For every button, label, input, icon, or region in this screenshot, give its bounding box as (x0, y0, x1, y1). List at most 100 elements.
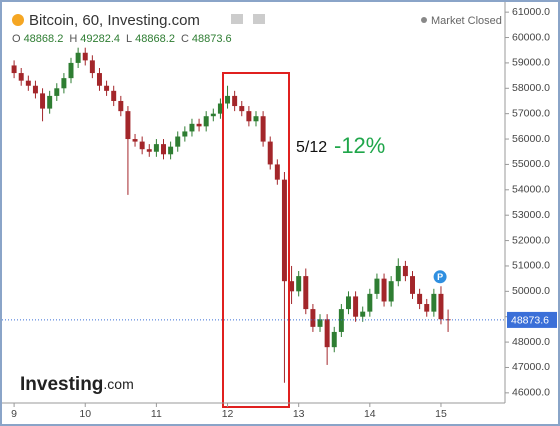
candle-body (338, 309, 344, 332)
candle-body (153, 144, 159, 152)
ohlc-label: H (69, 33, 77, 45)
y-tick-label: 48000.0 (512, 336, 550, 348)
candle-body (125, 111, 131, 140)
ohlc-value: 48868.2 (135, 33, 175, 45)
candle-body (203, 116, 209, 127)
icon (231, 14, 243, 24)
logo-suffix: .com (103, 376, 133, 392)
candle-body (182, 131, 188, 137)
last-price-label: 48873.6 (511, 315, 549, 327)
candle-body (175, 136, 181, 147)
candle-body (410, 276, 416, 294)
x-tick-label: 10 (79, 408, 91, 420)
candle-body (345, 296, 351, 310)
candle-body (189, 123, 195, 132)
candle-body (18, 73, 24, 81)
candle-body (210, 113, 216, 117)
candle-body (303, 276, 309, 310)
y-tick-label: 58000.0 (512, 82, 550, 94)
candle-body (68, 62, 74, 79)
candle-body (225, 95, 231, 104)
candle-body (310, 309, 316, 327)
x-tick-label: 15 (435, 408, 447, 420)
candle-body (118, 100, 124, 112)
candle-body (353, 296, 359, 317)
candle-body (445, 319, 451, 321)
candle-body (232, 95, 238, 107)
candle-body (431, 293, 437, 312)
logo-main: Investing (20, 374, 103, 395)
x-tick-label: 9 (11, 408, 17, 420)
candle-body (417, 293, 423, 305)
ohlc-value: 48873.6 (192, 33, 232, 45)
coin-icon (12, 14, 24, 26)
candle-body (367, 293, 373, 312)
ohlc-label: O (12, 33, 21, 45)
candle-body (196, 123, 202, 127)
y-tick-label: 50000.0 (512, 285, 550, 297)
logo: Investing.com (20, 374, 134, 395)
y-tick-label: 47000.0 (512, 361, 550, 373)
last-price-box (507, 311, 557, 328)
y-tick-label: 59000.0 (512, 57, 550, 69)
candle-body (217, 103, 223, 114)
candle-body (96, 73, 102, 86)
x-tick-label: 11 (151, 408, 162, 420)
y-tick-label: 60000.0 (512, 31, 550, 43)
x-tick-label: 13 (293, 408, 305, 420)
market-status: Market Closed (431, 15, 502, 27)
candle-body (317, 319, 323, 327)
candle-body (374, 278, 380, 294)
candle-body (40, 93, 46, 109)
candle-body (75, 52, 81, 63)
candle-body (267, 141, 273, 165)
candle-body (104, 85, 110, 91)
annotation-date: 5/12 (296, 139, 327, 156)
candle-body (260, 116, 266, 142)
candle-body (132, 139, 138, 142)
candle-body (246, 111, 252, 122)
candle-body (388, 281, 394, 302)
candle-body (331, 331, 337, 348)
ohlc-header: O 48868.2 H 49282.4 L 48868.2 C 48873.6 (12, 33, 232, 45)
candle-body (82, 52, 88, 61)
candle-body (424, 304, 430, 312)
candle-body (360, 311, 366, 317)
candle-body (139, 141, 145, 150)
candle-body (253, 116, 259, 122)
ohlc-value: 48868.2 (24, 33, 64, 45)
candle-body (281, 179, 287, 282)
candle-body (168, 146, 174, 155)
y-tick-label: 51000.0 (512, 260, 550, 272)
candle-body (324, 319, 330, 348)
candle-body (32, 85, 38, 94)
candle-body (161, 144, 166, 155)
candle-body (395, 265, 401, 282)
candle-body (146, 149, 152, 152)
chart-title: Bitcoin, 60, Investing.com (29, 12, 200, 29)
candle-body (111, 90, 117, 101)
event-marker-label: P (437, 272, 443, 282)
x-tick-label: 12 (222, 408, 234, 420)
candle-body (402, 265, 408, 277)
candle-body (296, 276, 302, 292)
candle-body (61, 78, 67, 89)
plot-area (11, 47, 451, 383)
y-tick-label: 46000.0 (512, 387, 550, 399)
candle-body (89, 60, 95, 74)
x-tick-label: 14 (364, 408, 376, 420)
y-tick-label: 56000.0 (512, 133, 550, 145)
y-tick-label: 52000.0 (512, 234, 550, 246)
event-marker (432, 269, 448, 285)
candle-body (289, 281, 295, 292)
candle-body (438, 293, 444, 320)
y-tick-label: 55000.0 (512, 158, 550, 170)
candle-body (47, 95, 53, 109)
ohlc-label: C (181, 33, 189, 45)
candle-body (381, 278, 387, 302)
candle-body (54, 88, 60, 96)
y-tick-label: 54000.0 (512, 184, 550, 196)
status-dot (421, 17, 427, 23)
